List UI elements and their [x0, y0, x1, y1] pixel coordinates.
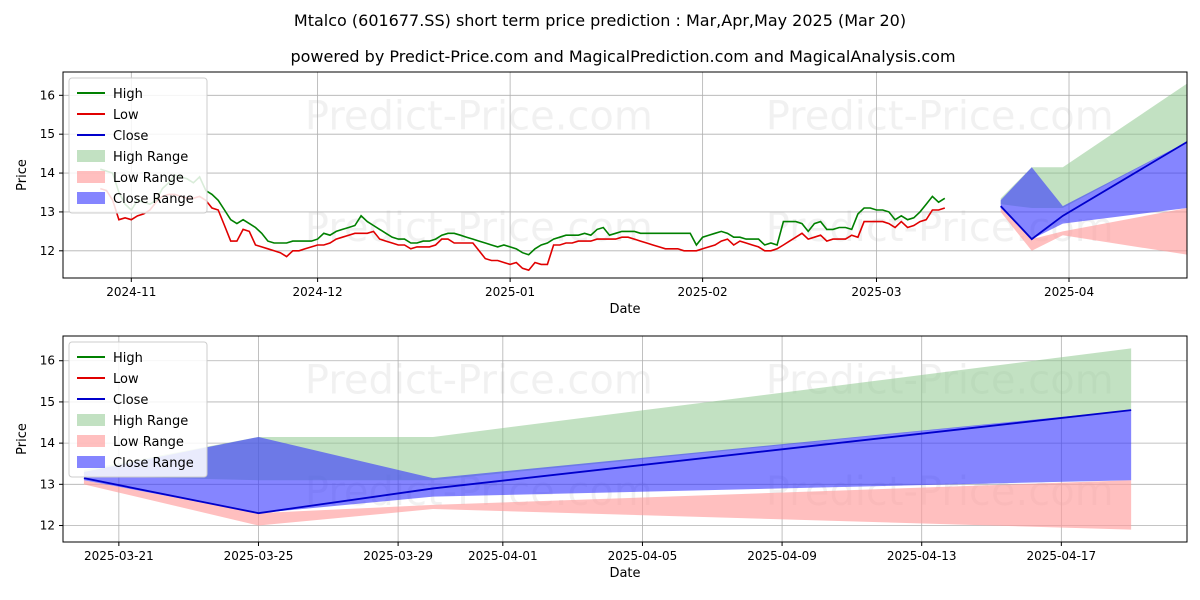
watermark-text: Predict-Price.com [305, 358, 653, 404]
legend-label: Close [113, 393, 148, 408]
y-tick-label: 13 [40, 205, 55, 219]
legend-swatch [77, 435, 105, 447]
close-forecast-line [83, 409, 1132, 515]
y-axis-label: Price [15, 423, 30, 455]
x-tick-label: 2025-03-25 [224, 549, 294, 563]
close-forecast-line [1000, 141, 1187, 241]
x-tick-label: 2025-04-17 [1026, 549, 1096, 563]
x-tick-label: 2025-04 [1044, 285, 1094, 299]
x-tick-label: 2025-04-01 [468, 549, 538, 563]
x-tick-label: 2025-02 [678, 285, 728, 299]
legend-label: Close [113, 129, 148, 144]
bottom-chart-panel: Predict-Price.comPredict-Price.comPredic… [15, 335, 1188, 581]
chart-title: Mtalco (601677.SS) short term price pred… [294, 11, 906, 30]
x-tick-label: 2025-04-05 [608, 549, 678, 563]
legend-swatch [77, 456, 105, 468]
x-axis-label: Date [609, 566, 640, 581]
x-tick-label: 2025-04-09 [747, 549, 817, 563]
y-tick-label: 14 [40, 436, 55, 450]
legend-swatch [77, 192, 105, 204]
high-range-band [83, 348, 1132, 481]
plot-content [83, 348, 1132, 530]
legend-label: Low [113, 108, 139, 123]
axes-frame [62, 71, 1188, 279]
y-tick-label: 16 [40, 88, 55, 102]
x-tick-label: 2024-12 [293, 285, 343, 299]
y-tick-label: 12 [40, 519, 55, 533]
legend-label: High Range [113, 150, 188, 165]
legend-swatch [77, 150, 105, 162]
close-range-band [1000, 141, 1187, 240]
x-tick-label: 2025-04-13 [887, 549, 957, 563]
legend-swatch [77, 414, 105, 426]
x-tick-label: 2025-03 [851, 285, 901, 299]
low-range-band [83, 480, 1132, 530]
x-tick-label: 2025-03-21 [84, 549, 154, 563]
x-tick-label: 2025-01 [485, 285, 535, 299]
legend: High Low Close High Range Low Range Close Ran… [68, 341, 208, 478]
y-tick-label: 13 [40, 477, 55, 491]
x-tick-label: 2025-03-29 [363, 549, 433, 563]
y-tick-label: 14 [40, 166, 55, 180]
high-series-line [100, 168, 946, 256]
legend-label: High [113, 87, 143, 102]
y-tick-label: 15 [40, 395, 55, 409]
legend-swatch [77, 171, 105, 183]
legend-label: High [113, 351, 143, 366]
y-tick-label: 15 [40, 127, 55, 141]
legend-label: Low [113, 372, 139, 387]
watermark-text: Predict-Price.com [305, 205, 653, 251]
legend-label: Low Range [113, 435, 184, 450]
high-range-band [1000, 83, 1187, 209]
watermark-text: Predict-Price.com [766, 94, 1114, 140]
legend-label: Close Range [113, 456, 194, 471]
plot-content [100, 83, 1187, 272]
top-chart-panel: Predict-Price.com Predict-Price.com Predic… [15, 71, 1188, 317]
plot-area [63, 72, 1187, 278]
chart-subtitle: powered by Predict-Price.com and Magical… [290, 47, 955, 66]
legend-label: Close Range [113, 192, 194, 207]
x-axis-label: Date [609, 302, 640, 317]
axes-frame [62, 335, 1188, 543]
low-range-band [1000, 208, 1187, 255]
close-range-band [83, 410, 1132, 514]
low-series-line [100, 187, 946, 272]
legend-label: Low Range [113, 171, 184, 186]
legend: High Low Close High Range Low Range Close Ran… [68, 77, 208, 214]
watermark-text: Predict-Price.com [305, 94, 653, 140]
y-axis-label: Price [15, 159, 30, 191]
y-tick-label: 16 [40, 354, 55, 368]
x-tick-label: 2024-11 [106, 285, 156, 299]
legend-label: High Range [113, 414, 188, 429]
y-tick-label: 12 [40, 244, 55, 258]
